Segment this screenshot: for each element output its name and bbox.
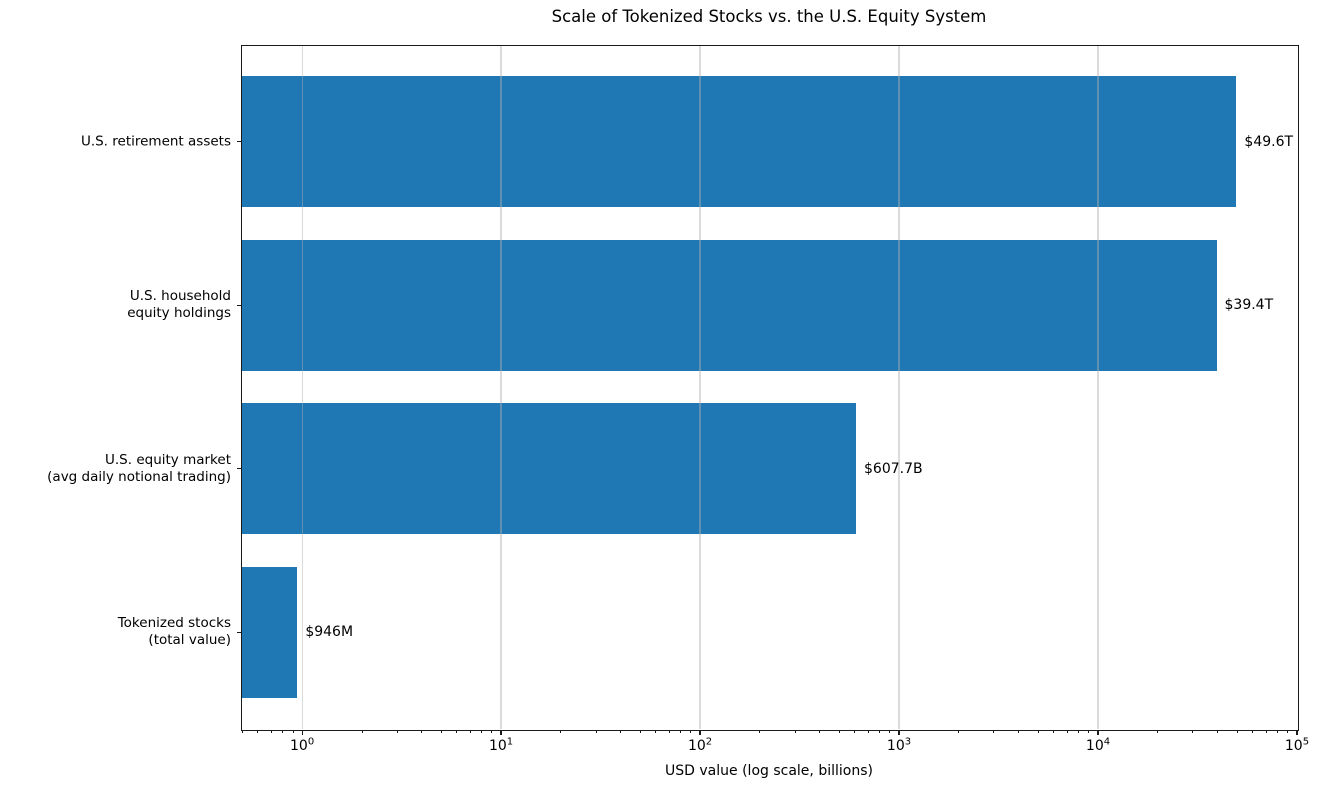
gridline: [898, 45, 900, 729]
x-minor-tick: [620, 730, 622, 733]
x-tick: [1097, 730, 1099, 735]
y-axis-category-label: U.S. retirement assets: [80, 133, 231, 150]
x-minor-tick: [361, 730, 363, 733]
x-minor-tick: [668, 730, 670, 733]
x-minor-tick: [282, 730, 284, 733]
x-minor-tick: [1287, 730, 1289, 733]
x-minor-tick: [1018, 730, 1020, 733]
x-minor-tick: [257, 730, 259, 733]
bar-value-label: $946M: [305, 624, 354, 641]
x-minor-tick: [491, 730, 493, 733]
x-minor-tick: [867, 730, 869, 733]
x-minor-tick: [1217, 730, 1219, 733]
bar: [241, 239, 1217, 371]
x-minor-tick: [690, 730, 692, 733]
x-tick-label: 100: [290, 736, 315, 754]
x-minor-tick: [421, 730, 423, 733]
bar: [241, 403, 856, 535]
y-tick: [236, 468, 241, 470]
x-minor-tick: [1157, 730, 1159, 733]
x-minor-tick: [456, 730, 458, 733]
bar: [241, 76, 1237, 207]
x-tick-label: 102: [687, 736, 713, 754]
y-tick: [236, 304, 241, 306]
x-minor-tick: [838, 730, 840, 733]
bar: [241, 567, 298, 698]
x-minor-tick: [270, 730, 272, 733]
x-minor-tick: [560, 730, 562, 733]
x-minor-tick: [1236, 730, 1238, 733]
x-tick: [898, 730, 900, 735]
y-tick: [236, 631, 241, 634]
x-tick: [500, 730, 502, 735]
gridline: [1097, 45, 1099, 729]
gridline: [301, 45, 303, 729]
x-minor-tick: [854, 730, 856, 733]
x-minor-tick: [794, 730, 796, 733]
x-minor-tick: [655, 730, 657, 733]
x-minor-tick: [1252, 730, 1254, 733]
x-minor-tick: [1192, 730, 1194, 733]
x-tick: [301, 730, 303, 735]
x-minor-tick: [241, 730, 243, 733]
bar-value-label: $39.4T: [1224, 297, 1274, 314]
x-tick-label: 104: [1085, 736, 1111, 754]
x-minor-tick: [759, 730, 761, 733]
x-tick: [1296, 730, 1298, 735]
x-tick-label: 101: [488, 736, 514, 754]
y-tick: [236, 140, 241, 143]
y-axis-category-label: U.S. household equity holdings: [127, 288, 231, 322]
x-minor-tick: [396, 730, 398, 733]
x-minor-tick: [1265, 730, 1267, 733]
x-minor-tick: [1088, 730, 1090, 733]
x-minor-tick: [481, 730, 483, 733]
x-minor-tick: [993, 730, 995, 733]
x-minor-tick: [440, 730, 442, 733]
x-minor-tick: [639, 730, 641, 733]
x-minor-tick: [1078, 730, 1080, 733]
y-axis-category-label: Tokenized stocks (total value): [117, 615, 231, 649]
x-axis-label: USD value (log scale, billions): [665, 763, 873, 779]
x-minor-tick: [1066, 730, 1068, 733]
bar-value-label: $49.6T: [1244, 133, 1294, 150]
x-minor-tick: [889, 730, 891, 733]
x-minor-tick: [819, 730, 821, 733]
gridline: [500, 45, 502, 729]
x-tick-label: 103: [886, 736, 912, 754]
x-minor-tick: [292, 730, 294, 733]
x-minor-tick: [879, 730, 881, 733]
bar-value-label: $607.7B: [864, 460, 923, 477]
x-minor-tick: [595, 730, 597, 733]
y-axis-category-label: U.S. equity market (avg daily notional t…: [47, 451, 231, 485]
x-minor-tick: [1053, 730, 1055, 733]
x-minor-tick: [469, 730, 471, 733]
x-minor-tick: [958, 730, 960, 733]
x-minor-tick: [680, 730, 682, 733]
x-minor-tick: [1037, 730, 1039, 733]
x-minor-tick: [1277, 730, 1279, 733]
x-tick: [699, 730, 701, 735]
gridline: [699, 45, 701, 729]
x-tick-label: 105: [1284, 736, 1310, 754]
chart-title: Scale of Tokenized Stocks vs. the U.S. E…: [551, 7, 987, 26]
